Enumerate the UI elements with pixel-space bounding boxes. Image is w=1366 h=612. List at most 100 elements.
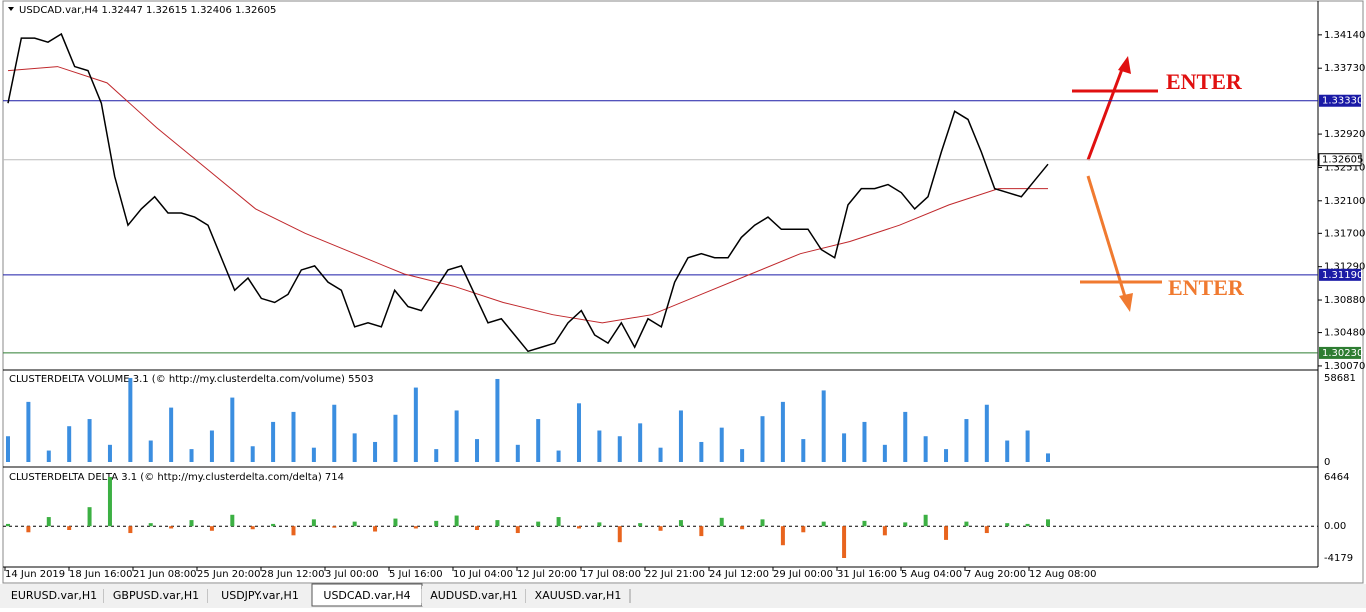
volume-bar xyxy=(189,449,194,462)
delta-bar xyxy=(536,521,541,527)
volume-tick-label: 58681 xyxy=(1324,373,1356,384)
tab-label[interactable]: AUDUSD.var,H1 xyxy=(430,589,518,602)
volume-title: CLUSTERDELTA VOLUME 3.1 (© http://my.clu… xyxy=(9,374,374,385)
volume-bar xyxy=(87,419,92,462)
volume-bar xyxy=(944,449,949,462)
level-label: 1.30230 xyxy=(1322,348,1363,359)
delta-bar xyxy=(556,517,561,527)
arrow-up xyxy=(1086,63,1126,161)
delta-bar xyxy=(923,514,928,527)
tab[interactable] xyxy=(4,586,104,606)
delta-bar xyxy=(780,526,785,546)
volume-bar xyxy=(515,444,520,462)
delta-bar xyxy=(678,520,683,527)
level-tag xyxy=(1319,346,1361,359)
volume-bar xyxy=(740,449,745,462)
time-label: 5 Jul 16:00 xyxy=(389,569,443,580)
delta-bar xyxy=(699,526,704,537)
volume-bar xyxy=(67,426,72,462)
level-tag xyxy=(1319,268,1361,281)
tab[interactable] xyxy=(526,586,630,606)
delta-bar xyxy=(475,526,480,531)
time-label: 10 Jul 04:00 xyxy=(453,569,513,580)
enter-label: ENTER xyxy=(1166,69,1243,94)
tab[interactable] xyxy=(104,586,208,606)
volume-bar xyxy=(719,427,724,462)
price-tick-label: 1.33730 xyxy=(1324,63,1365,74)
price-tick-label: 1.30480 xyxy=(1324,328,1365,339)
delta-bar xyxy=(638,523,643,527)
level-tag xyxy=(1319,94,1361,107)
delta-bar xyxy=(230,514,235,527)
volume-bar xyxy=(271,421,276,462)
volume-bar xyxy=(536,419,541,462)
time-label: 12 Aug 08:00 xyxy=(1029,569,1096,580)
delta-bar xyxy=(862,520,867,527)
time-label: 14 Jun 2019 xyxy=(5,569,65,580)
time-label: 5 Aug 04:00 xyxy=(901,569,962,580)
delta-bar xyxy=(1005,523,1010,527)
price-tick-label: 1.30880 xyxy=(1324,295,1365,306)
delta-bar xyxy=(271,523,276,527)
delta-tick-label: 6464 xyxy=(1324,472,1349,483)
delta-bar xyxy=(46,517,51,527)
current-price-label: 1.32605 xyxy=(1322,155,1363,166)
delta-bar xyxy=(67,526,72,531)
time-label: 22 Jul 21:00 xyxy=(645,569,705,580)
level-label: 1.33330 xyxy=(1322,96,1363,107)
volume-bar xyxy=(128,378,133,462)
volume-bar xyxy=(1005,440,1010,462)
delta-title: CLUSTERDELTA DELTA 3.1 (© http://my.clus… xyxy=(9,472,344,483)
time-label: 24 Jul 12:00 xyxy=(709,569,769,580)
volume-bar xyxy=(250,446,255,462)
ma-line xyxy=(7,66,1048,324)
volume-bar xyxy=(26,401,31,462)
time-label: 29 Jul 00:00 xyxy=(773,569,833,580)
volume-bar xyxy=(801,439,806,462)
menu-arrow[interactable] xyxy=(8,7,14,11)
volume-bar xyxy=(699,441,704,462)
price-tick-label: 1.34140 xyxy=(1324,30,1365,41)
volume-bar xyxy=(780,401,785,462)
tab-label[interactable]: EURUSD.var,H1 xyxy=(11,589,97,602)
tab-label[interactable]: GBPUSD.var,H1 xyxy=(113,589,199,602)
delta-bar xyxy=(291,526,296,536)
volume-bar xyxy=(882,444,887,462)
delta-bar xyxy=(209,526,214,531)
volume-bar xyxy=(1025,430,1030,462)
delta-bar xyxy=(821,521,826,527)
delta-bar xyxy=(597,522,602,527)
price-tick-label: 1.32920 xyxy=(1324,129,1365,140)
tab[interactable] xyxy=(422,586,526,606)
delta-bar xyxy=(760,519,765,527)
delta-bar xyxy=(903,522,908,527)
time-label: 3 Jul 00:00 xyxy=(325,569,379,580)
volume-bar xyxy=(903,411,908,462)
delta-bar xyxy=(658,526,663,531)
time-label: 12 Jul 20:00 xyxy=(517,569,577,580)
price-tick-label: 1.32100 xyxy=(1324,196,1365,207)
delta-bar xyxy=(842,526,847,558)
tab-label[interactable]: XAUUSD.var,H1 xyxy=(535,589,622,602)
delta-bar xyxy=(250,526,255,530)
time-label: 7 Aug 20:00 xyxy=(965,569,1026,580)
volume-bar xyxy=(617,436,622,462)
time-label: 31 Jul 16:00 xyxy=(837,569,897,580)
delta-bar xyxy=(617,526,622,543)
tab-label[interactable]: USDCAD.var,H4 xyxy=(323,589,410,602)
volume-bar xyxy=(1046,453,1050,462)
price-tick-label: 1.32510 xyxy=(1324,162,1365,173)
delta-bar xyxy=(882,526,887,536)
volume-bar xyxy=(148,440,153,462)
current-price-tag xyxy=(1318,153,1362,167)
delta-tick-label: -4179 xyxy=(1324,553,1353,564)
tab[interactable] xyxy=(208,586,312,606)
delta-bar xyxy=(801,526,806,533)
delta-bar xyxy=(148,523,153,527)
delta-bar xyxy=(311,519,316,527)
tab-label[interactable]: USDJPY.var,H1 xyxy=(221,589,299,602)
arrow-down xyxy=(1086,175,1128,301)
volume-bar xyxy=(413,387,418,462)
